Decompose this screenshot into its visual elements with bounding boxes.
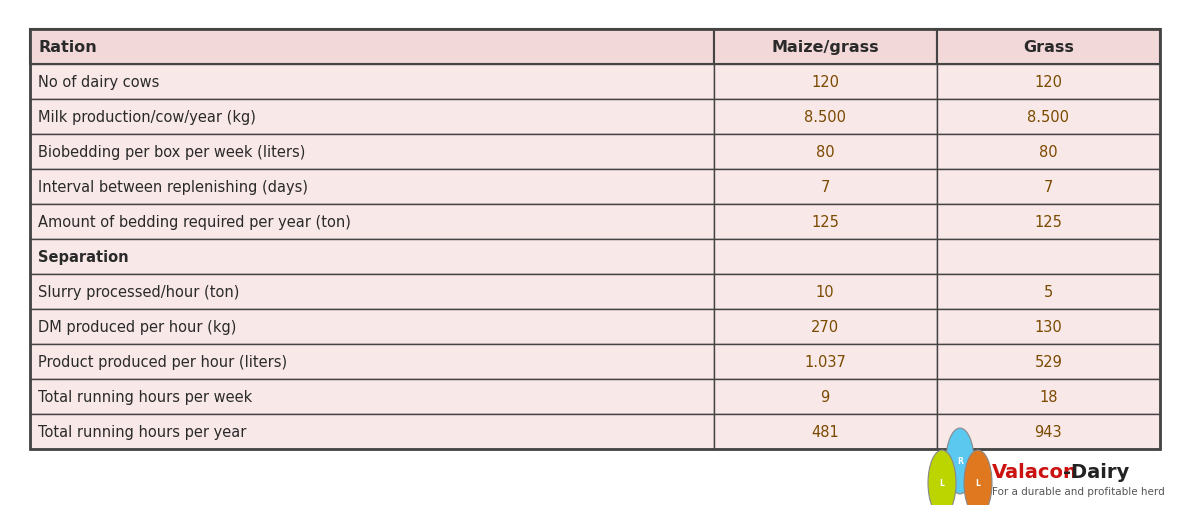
Bar [937, 205, 1160, 239]
Text: No of dairy cows: No of dairy cows [38, 75, 159, 90]
Text: DM produced per hour (kg): DM produced per hour (kg) [38, 319, 237, 334]
Text: 481: 481 [811, 424, 839, 439]
Text: 120: 120 [1034, 75, 1063, 90]
Text: 120: 120 [811, 75, 839, 90]
Ellipse shape [946, 428, 974, 494]
Bar [713, 344, 937, 379]
Text: R: R [957, 457, 963, 466]
Text: Slurry processed/hour (ton): Slurry processed/hour (ton) [38, 284, 239, 299]
Text: Product produced per hour (liters): Product produced per hour (liters) [38, 355, 287, 369]
Bar [30, 379, 713, 414]
Bar [937, 170, 1160, 205]
Bar [713, 100, 937, 135]
Bar [30, 30, 1160, 449]
Bar [713, 205, 937, 239]
Bar [937, 274, 1160, 310]
Bar [937, 30, 1160, 65]
Ellipse shape [927, 450, 956, 505]
Text: L: L [975, 479, 981, 487]
Bar [713, 239, 937, 274]
Text: 7: 7 [820, 180, 830, 194]
Bar [30, 30, 713, 65]
Bar [713, 310, 937, 344]
Text: 270: 270 [811, 319, 839, 334]
Text: 125: 125 [1034, 215, 1062, 230]
Bar [937, 100, 1160, 135]
Text: Total running hours per year: Total running hours per year [38, 424, 246, 439]
Text: Milk production/cow/year (kg): Milk production/cow/year (kg) [38, 110, 256, 125]
Bar [30, 205, 713, 239]
Text: L: L [939, 479, 944, 487]
Text: 1.037: 1.037 [804, 355, 847, 369]
Bar [30, 65, 713, 100]
Text: 8.500: 8.500 [804, 110, 847, 125]
Text: Grass: Grass [1023, 40, 1074, 55]
Text: Valacon: Valacon [992, 462, 1078, 481]
Bar [30, 414, 713, 449]
Bar [713, 30, 937, 65]
Bar [937, 239, 1160, 274]
Text: For a durable and profitable herd: For a durable and profitable herd [992, 486, 1165, 496]
Bar [30, 170, 713, 205]
Text: 9: 9 [820, 389, 830, 404]
Text: Separation: Separation [38, 249, 128, 265]
Text: 18: 18 [1039, 389, 1058, 404]
Text: 7: 7 [1044, 180, 1053, 194]
Text: Interval between replenishing (days): Interval between replenishing (days) [38, 180, 308, 194]
Bar [30, 310, 713, 344]
Bar [713, 274, 937, 310]
Bar [713, 414, 937, 449]
Text: 125: 125 [811, 215, 839, 230]
Bar [713, 379, 937, 414]
Bar [713, 65, 937, 100]
Text: 8.500: 8.500 [1027, 110, 1069, 125]
Bar [30, 274, 713, 310]
Text: 80: 80 [1039, 145, 1058, 160]
Text: 80: 80 [816, 145, 835, 160]
Bar [30, 344, 713, 379]
Text: Amount of bedding required per year (ton): Amount of bedding required per year (ton… [38, 215, 351, 230]
Text: 10: 10 [816, 284, 835, 299]
Bar [937, 344, 1160, 379]
Text: Maize/grass: Maize/grass [772, 40, 879, 55]
Text: Biobedding per box per week (liters): Biobedding per box per week (liters) [38, 145, 306, 160]
Bar [30, 239, 713, 274]
Ellipse shape [964, 450, 992, 505]
Text: 529: 529 [1034, 355, 1062, 369]
Text: 130: 130 [1034, 319, 1062, 334]
Bar [937, 65, 1160, 100]
Text: Ration: Ration [38, 40, 96, 55]
Bar [937, 135, 1160, 170]
Text: 5: 5 [1044, 284, 1053, 299]
Text: 943: 943 [1034, 424, 1062, 439]
Bar [713, 170, 937, 205]
Bar [937, 414, 1160, 449]
Bar [30, 100, 713, 135]
Bar [937, 310, 1160, 344]
Bar [30, 135, 713, 170]
Bar [713, 135, 937, 170]
Text: Total running hours per week: Total running hours per week [38, 389, 252, 404]
Text: -Dairy: -Dairy [1063, 462, 1130, 481]
Bar [937, 379, 1160, 414]
